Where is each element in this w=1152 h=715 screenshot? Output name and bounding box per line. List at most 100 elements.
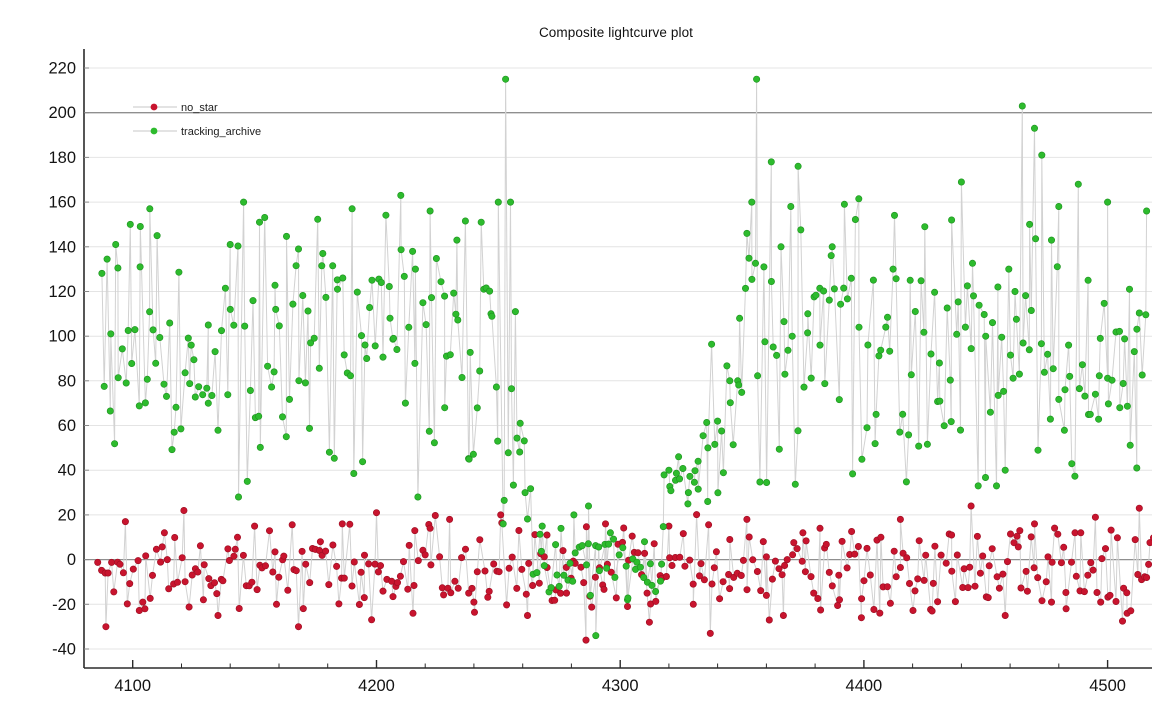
- data-point: [423, 321, 429, 327]
- data-point: [1050, 366, 1056, 372]
- data-point: [428, 562, 434, 568]
- data-point: [441, 293, 447, 299]
- data-point: [293, 263, 299, 269]
- legend-item-no_star: no_star: [133, 102, 218, 114]
- data-point: [552, 597, 558, 603]
- data-point: [340, 275, 346, 281]
- data-point: [943, 560, 949, 566]
- data-point: [144, 376, 150, 382]
- data-point: [326, 581, 332, 587]
- data-point: [176, 269, 182, 275]
- series-layer: [95, 76, 1152, 643]
- data-point: [512, 308, 518, 314]
- data-point: [349, 583, 355, 589]
- data-point: [596, 567, 602, 573]
- data-point: [523, 591, 529, 597]
- data-point: [1063, 589, 1069, 595]
- data-point: [676, 476, 682, 482]
- data-point: [836, 572, 842, 578]
- data-point: [596, 544, 602, 550]
- data-point: [570, 578, 576, 584]
- data-point: [789, 552, 795, 558]
- data-point: [273, 601, 279, 607]
- data-point: [932, 543, 938, 549]
- data-point: [762, 339, 768, 345]
- data-point: [1143, 312, 1149, 318]
- data-point: [652, 588, 658, 594]
- data-point: [778, 244, 784, 250]
- data-point: [195, 569, 201, 575]
- data-point: [744, 587, 750, 593]
- data-point: [1094, 589, 1100, 595]
- data-point: [820, 288, 826, 294]
- data-point: [169, 446, 175, 452]
- data-point: [380, 354, 386, 360]
- data-point: [836, 597, 842, 603]
- data-point: [739, 389, 745, 395]
- data-point: [718, 428, 724, 434]
- data-point: [361, 594, 367, 600]
- data-point: [315, 216, 321, 222]
- data-point: [234, 534, 240, 540]
- data-point: [1092, 514, 1098, 520]
- data-point: [300, 605, 306, 611]
- data-point: [666, 467, 672, 473]
- data-point: [95, 559, 101, 565]
- data-point: [772, 558, 778, 564]
- data-point: [452, 578, 458, 584]
- data-point: [1069, 461, 1075, 467]
- data-point: [272, 549, 278, 555]
- data-point: [791, 539, 797, 545]
- data-point: [358, 569, 364, 575]
- data-point: [428, 294, 434, 300]
- data-point: [780, 612, 786, 618]
- data-point: [178, 426, 184, 432]
- data-point: [995, 284, 1001, 290]
- data-point: [1028, 534, 1034, 540]
- data-point: [677, 554, 683, 560]
- data-point: [166, 586, 172, 592]
- data-point: [736, 315, 742, 321]
- data-point: [587, 592, 593, 598]
- data-point: [981, 311, 987, 317]
- data-point: [477, 537, 483, 543]
- data-point: [1056, 396, 1062, 402]
- data-point: [856, 324, 862, 330]
- data-point: [1028, 307, 1034, 313]
- data-point: [754, 373, 760, 379]
- data-point: [372, 343, 378, 349]
- data-point: [1035, 574, 1041, 580]
- data-point: [715, 490, 721, 496]
- data-point: [930, 580, 936, 586]
- data-point: [994, 574, 1000, 580]
- data-point: [583, 562, 589, 568]
- data-point: [768, 278, 774, 284]
- data-point: [402, 400, 408, 406]
- data-point: [602, 521, 608, 527]
- data-point: [922, 224, 928, 230]
- data-point: [474, 569, 480, 575]
- data-point: [690, 601, 696, 607]
- data-point: [954, 331, 960, 337]
- data-point: [455, 317, 461, 323]
- data-point: [188, 342, 194, 348]
- data-point: [900, 411, 906, 417]
- data-point: [495, 438, 501, 444]
- data-point: [924, 441, 930, 447]
- data-point: [579, 542, 585, 548]
- data-point: [1007, 352, 1013, 358]
- data-point: [1114, 535, 1120, 541]
- data-point: [651, 541, 657, 547]
- data-point: [680, 530, 686, 536]
- data-point: [993, 483, 999, 489]
- data-point: [211, 580, 217, 586]
- data-point: [1143, 208, 1149, 214]
- data-point: [377, 562, 383, 568]
- data-point: [1054, 264, 1060, 270]
- data-point: [544, 532, 550, 538]
- data-point: [1041, 369, 1047, 375]
- data-point: [603, 565, 609, 571]
- data-point: [948, 532, 954, 538]
- data-point: [333, 563, 339, 569]
